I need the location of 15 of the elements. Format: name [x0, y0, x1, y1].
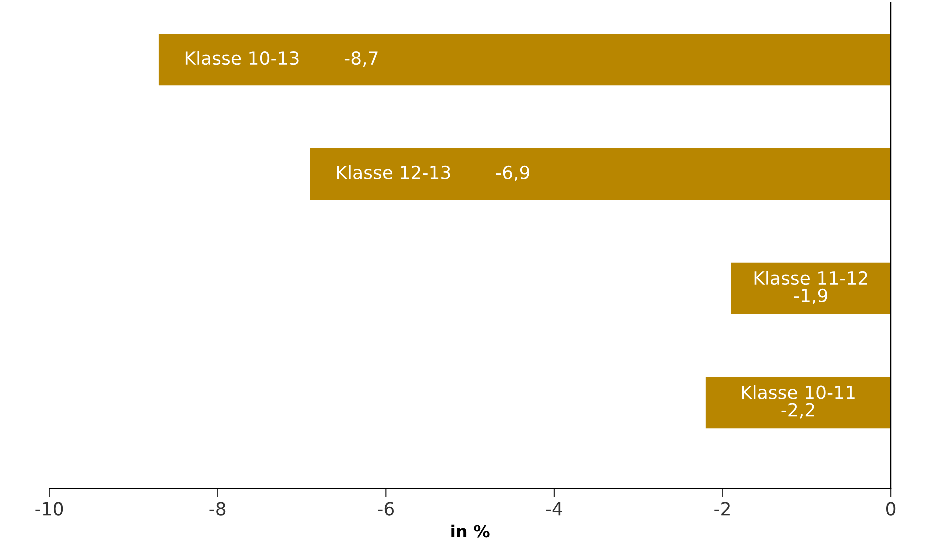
x-tick-label: -4 — [546, 502, 562, 516]
x-axis-title: in % — [452, 524, 490, 538]
y-tick-label: Klasse 12-13 — [337, 166, 450, 180]
data-label: -6,9 — [496, 166, 530, 182]
x-tick-label: -6 — [378, 502, 394, 516]
data-label: -2,2 — [782, 403, 814, 419]
y-tick-label: Klasse 11-12 — [754, 271, 868, 286]
x-tick-label: -2 — [714, 502, 730, 516]
data-label: -1,9 — [794, 288, 828, 304]
data-label: -8,7 — [344, 51, 378, 67]
y-tick-label: Klasse 10-13 — [186, 51, 299, 66]
x-tick-label: 0 — [886, 502, 896, 516]
y-tick-label: Klasse 10-11 — [742, 385, 855, 400]
x-tick-label: -8 — [210, 502, 226, 516]
x-tick-label: -10 — [36, 502, 64, 516]
